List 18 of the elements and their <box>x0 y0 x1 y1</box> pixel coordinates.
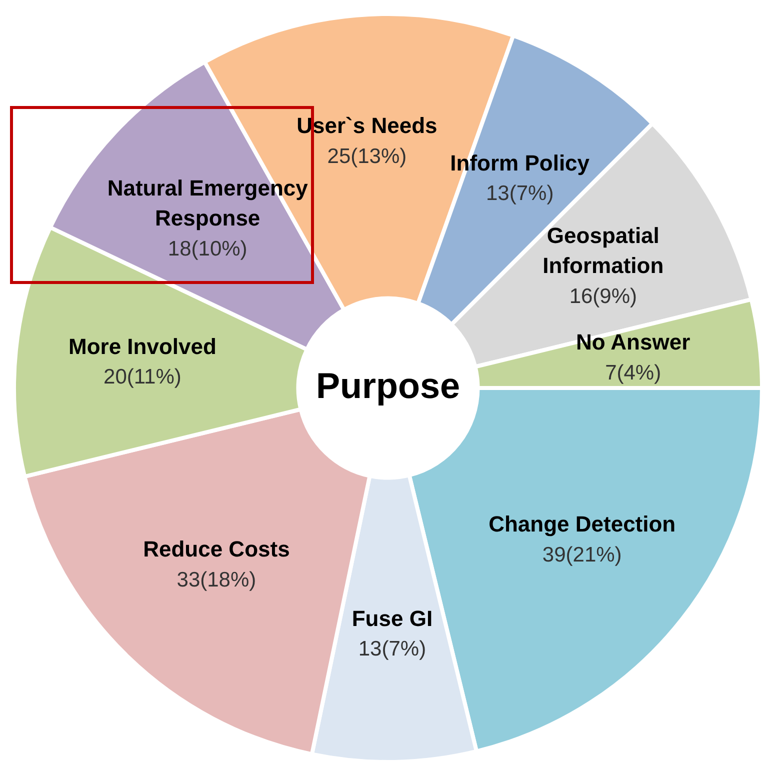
data-label: 18(10%) <box>168 237 248 260</box>
slice-label: Change Detection <box>488 512 676 537</box>
slice-label: Fuse GI <box>352 606 433 631</box>
data-label: 13(7%) <box>486 182 554 206</box>
slice-label: Reduce Costs <box>143 536 290 562</box>
data-label: 33(18%) <box>176 568 256 592</box>
slice-label: No Answer <box>576 330 691 355</box>
data-label: 20(11%) <box>104 366 182 389</box>
data-label: 7(4%) <box>605 361 662 384</box>
data-label: 13(7%) <box>358 638 426 661</box>
data-label: 16(9%) <box>569 284 638 308</box>
text: Purpose <box>316 364 460 406</box>
slice-label: Inform Policy <box>450 150 590 176</box>
slice-label: More Involved <box>68 334 216 359</box>
data-label: 25(13%) <box>327 144 407 168</box>
data-label: 39(21%) <box>542 543 622 566</box>
slice-label: Geospatial Information <box>542 223 664 278</box>
slice-label: Natural Emergency Response <box>107 176 309 231</box>
